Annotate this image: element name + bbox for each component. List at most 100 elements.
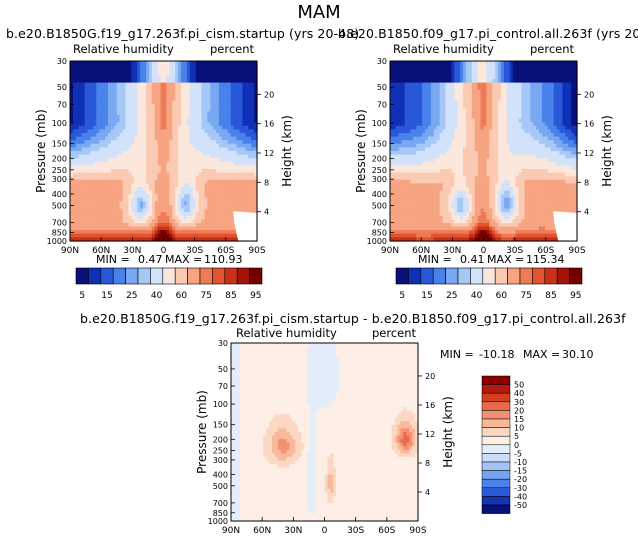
field-cell: [221, 190, 226, 195]
field-cell: [251, 100, 255, 105]
field-cell: [70, 183, 74, 188]
field-cell: [169, 107, 173, 112]
field-cell: [251, 201, 255, 206]
field-cell: [160, 219, 165, 224]
field-cell: [404, 68, 409, 73]
field-cell: [527, 100, 531, 105]
panel-left-max-label: MAX =: [165, 253, 203, 266]
field-cell: [410, 68, 414, 73]
field-cell: [102, 205, 106, 210]
field-cell: [568, 122, 572, 127]
field-cell: [547, 68, 552, 73]
field-cell: [148, 208, 153, 213]
field-cell: [113, 147, 118, 152]
field-cell: [254, 197, 258, 202]
field-cell: [433, 129, 438, 134]
field-cell: [195, 86, 200, 91]
field-cell: [468, 86, 473, 91]
field-cell: [169, 237, 173, 242]
field-cell: [198, 71, 203, 76]
field-cell: [236, 205, 241, 210]
field-cell: [163, 215, 168, 220]
field-cell: [251, 183, 255, 188]
field-cell: [539, 104, 543, 109]
field-cell: [105, 176, 109, 181]
field-cell: [166, 237, 170, 242]
field-cell: [198, 104, 203, 109]
field-cell: [221, 71, 226, 76]
field-cell: [495, 125, 499, 130]
field-cell: [457, 75, 461, 80]
field-cell: [198, 93, 203, 98]
field-cell: [233, 100, 238, 105]
field-cell: [113, 169, 118, 174]
field-cell: [175, 179, 179, 184]
field-cell: [416, 100, 420, 105]
field-cell: [541, 143, 546, 148]
field-cell: [204, 237, 208, 242]
field-cell: [239, 93, 243, 98]
field-cell: [166, 104, 170, 109]
field-cell: [471, 93, 476, 98]
field-cell: [81, 86, 86, 91]
field-cell: [131, 223, 135, 228]
field-cell: [110, 169, 115, 174]
field-cell: [116, 93, 121, 98]
field-cell: [195, 122, 200, 127]
field-cell: [99, 111, 103, 116]
field-cell: [119, 93, 124, 98]
field-cell: [181, 219, 185, 224]
field-cell: [254, 104, 258, 109]
field-cell: [110, 107, 115, 112]
field-cell: [125, 169, 130, 174]
field-cell: [233, 208, 238, 213]
field-cell: [183, 104, 188, 109]
field-cell: [547, 111, 552, 116]
field-cell: [183, 79, 188, 84]
field-cell: [99, 183, 103, 188]
field-cell: [460, 71, 464, 76]
field-cell: [107, 208, 112, 213]
field-cell: [154, 208, 159, 213]
field-cell: [140, 64, 144, 69]
field-cell: [410, 129, 414, 134]
field-cell: [116, 190, 121, 195]
panel-right-units-label: percent: [530, 42, 575, 56]
field-cell: [93, 194, 97, 199]
field-cell: [84, 97, 89, 102]
field-cell: [433, 107, 438, 112]
field-cell: [102, 151, 106, 156]
field-cell: [489, 136, 493, 141]
field-cell: [131, 226, 135, 231]
field-cell: [213, 133, 217, 138]
field-cell: [541, 104, 546, 109]
field-cell: [530, 136, 534, 141]
field-cell: [204, 219, 208, 224]
field-cell: [242, 115, 246, 120]
field-cell: [407, 133, 412, 138]
field-cell: [503, 93, 508, 98]
field-cell: [430, 93, 435, 98]
field-cell: [175, 115, 179, 120]
field-cell: [565, 68, 569, 73]
field-cell: [401, 125, 406, 130]
field-cell: [422, 151, 426, 156]
field-cell: [242, 86, 246, 91]
field-cell: [463, 86, 467, 91]
field-cell: [213, 111, 217, 116]
field-cell: [413, 61, 417, 66]
field-cell: [398, 107, 403, 112]
field-cell: [140, 122, 144, 127]
field-cell: [107, 82, 112, 87]
field-cell: [195, 154, 200, 159]
field-cell: [186, 136, 191, 141]
field-cell: [248, 147, 252, 152]
field-cell: [175, 79, 179, 84]
field-cell: [454, 86, 458, 91]
field-cell: [122, 71, 127, 76]
field-cell: [503, 82, 508, 87]
field-cell: [501, 100, 505, 105]
field-cell: [72, 187, 77, 192]
field-cell: [498, 143, 502, 148]
field-cell: [181, 194, 185, 199]
